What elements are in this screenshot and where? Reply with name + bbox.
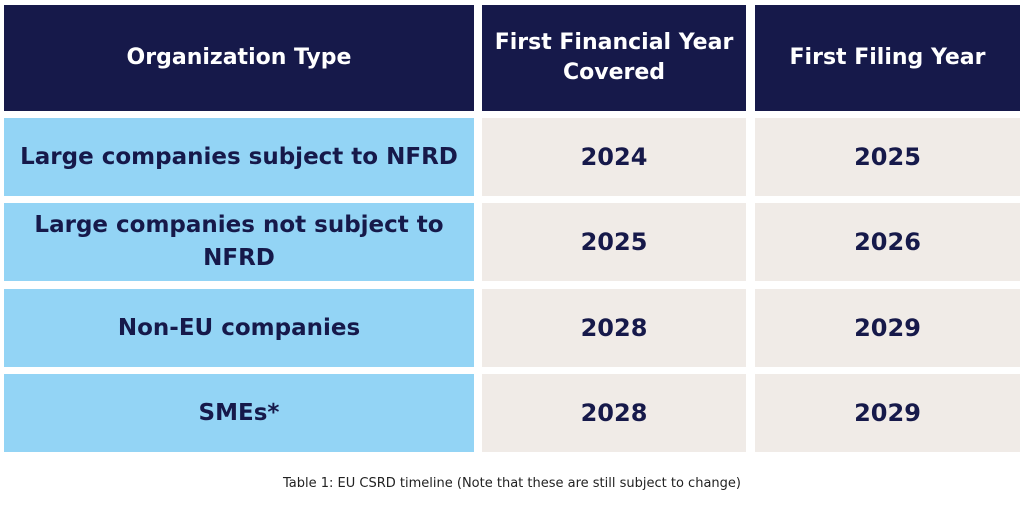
org-cell: SMEs* (4, 374, 474, 452)
year-cell: 2025 (482, 203, 746, 281)
year-cell: 2028 (482, 374, 746, 452)
year-cell: 2028 (482, 289, 746, 367)
header-cell: First Filing Year (755, 5, 1020, 111)
year-cell: 2025 (755, 118, 1020, 196)
org-cell: Non-EU companies (4, 289, 474, 367)
year-cell: 2024 (482, 118, 746, 196)
org-cell: Large companies subject to NFRD (4, 118, 474, 196)
year-cell: 2026 (755, 203, 1020, 281)
year-cell: 2029 (755, 374, 1020, 452)
header-cell: Organization Type (4, 5, 474, 111)
caption: Table 1: EU CSRD timeline (Note that the… (283, 476, 741, 491)
header-cell: First Financial Year Covered (482, 5, 746, 111)
org-cell: Large companies not subject to NFRD (4, 203, 474, 281)
year-cell: 2029 (755, 289, 1020, 367)
